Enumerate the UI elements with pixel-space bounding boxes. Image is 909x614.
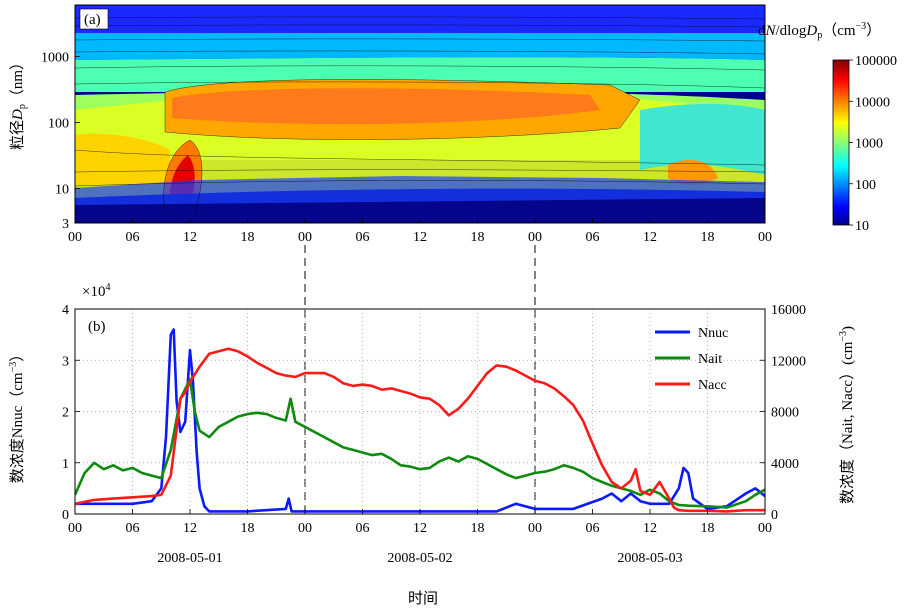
legend: Nnuc Nait Nacc [655,326,728,393]
panel-a-xtick-label: 12 [183,230,197,245]
colorbar-tick-label: 100 [855,178,876,193]
panel-b-ylabel-left: 数浓度Nnuc（cm−3） [8,347,26,483]
series-line-nacc [75,347,765,513]
panel-b-xtick-label: 06 [586,521,600,536]
panel-b-tag: (b) [88,319,106,335]
legend-label-nnuc: Nnuc [698,326,728,341]
panel-b-ytick-left-label: 3 [62,354,69,369]
panel-b-xtick-label: 18 [241,521,255,536]
panel-a-xtick-label: 06 [126,230,140,245]
panel-b-xaxis: 00 06 12 18 00 06 12 18 00 06 12 18 00 [68,509,772,536]
panel-b-xtick-label: 12 [643,521,657,536]
panel-a-ylabel-unit: （nm） [9,55,26,104]
panel-b-date-label: 2008-05-03 [617,551,682,566]
panel-a-yaxis: 3 10 100 1000 [41,50,80,232]
panel-a-xaxis: 00 06 12 18 00 06 12 18 00 06 12 18 00 [68,218,772,245]
panel-a-xtick-label: 18 [241,230,255,245]
panel-a-xtick-label: 00 [528,230,542,245]
panel-b-ytick-right-label: 4000 [771,457,799,472]
panel-a-ylabel-symbol: D [10,109,26,121]
panel-b-xtick-label: 00 [758,521,772,536]
panel-b-ytick-right-label: 12000 [771,354,806,369]
panel-a-xtick-label: 12 [643,230,657,245]
panel-a-ytick-label: 3 [62,217,69,232]
panel-b-xtick-label: 00 [528,521,542,536]
panel-b-ytick-right-label: 8000 [771,406,799,421]
panel-b-ylabel-right: 数浓度（Nait, Nacc）(cm−3) [838,326,856,504]
legend-label-nacc: Nacc [698,378,727,393]
heatmap-field [75,5,765,223]
colorbar-title: dN/dlogDp（cm−3） [758,21,881,41]
panel-b-date-labels: 2008-05-01 2008-05-02 2008-05-03 [157,551,682,566]
panel-b-ytick-right-label: 16000 [771,303,806,318]
colorbar-tick-label: 100000 [855,54,897,69]
panel-b-date-label: 2008-05-01 [157,551,222,566]
legend-label-nait: Nait [698,352,722,367]
panel-b-xtick-label: 00 [298,521,312,536]
panel-b-xtick-label: 06 [126,521,140,536]
panel-a-xtick-label: 00 [298,230,312,245]
panel-b-xtick-label: 12 [183,521,197,536]
panel-b-ytick-right-label: 0 [771,508,778,523]
colorbar: dN/dlogDp（cm−3） 10 100 1000 10000 100000 [758,21,897,234]
panel-a-tag: (a) [84,12,101,28]
colorbar-tick-label: 10000 [855,95,890,110]
panel-a-ytick-label: 10 [55,182,69,197]
panel-a-ylabel-sub: p [17,104,28,109]
series-line-nait [75,378,765,509]
panel-b-date-label: 2008-05-02 [387,551,452,566]
panel-b-yaxis-right: 0 4000 8000 12000 16000 [760,303,806,523]
panel-b-xlabel: 时间 [408,590,438,607]
panel-b-ytick-left-label: 0 [62,508,69,523]
panel-a-xtick-label: 00 [758,230,772,245]
panel-a-ylabel: 粒径Dp（nm） [9,55,28,150]
panel-b-multiplier: ×104 [82,282,110,300]
panel-a-ytick-label: 100 [48,116,69,131]
panel-a-xtick-label: 12 [413,230,427,245]
panel-b-xtick-label: 18 [701,521,715,536]
panel-b-yaxis-left: 0 1 2 3 4 [62,303,80,523]
panel-b-xtick-label: 12 [413,521,427,536]
panel-b-ytick-left-label: 2 [62,406,69,421]
panel-a: (a) 00 06 12 18 00 06 12 18 00 06 12 18 00 3 10 100 100… [9,4,772,245]
panel-a-xtick-label: 06 [356,230,370,245]
panel-a-tag-box [79,8,109,30]
panel-a-ylabel-prefix: 粒径 [9,120,26,150]
panel-a-xtick-label: 00 [68,230,82,245]
colorbar-tick-label: 10 [855,219,869,234]
panel-a-xtick-label: 18 [471,230,485,245]
colorbar-ticks: 10 100 1000 10000 100000 [849,54,897,234]
panel-a-ytick-label: 1000 [41,50,69,65]
panel-a-xtick-label: 18 [701,230,715,245]
panel-b-xtick-label: 18 [471,521,485,536]
colorbar-gradient [832,59,850,226]
panel-b-grid [75,309,765,514]
panel-a-xtick-label: 06 [586,230,600,245]
panel-b-xtick-label: 06 [356,521,370,536]
panel-b-ytick-left-label: 1 [62,457,69,472]
colorbar-tick-label: 1000 [855,137,883,152]
panel-b-xtick-label: 00 [68,521,82,536]
panel-b-ytick-left-label: 4 [62,303,69,318]
